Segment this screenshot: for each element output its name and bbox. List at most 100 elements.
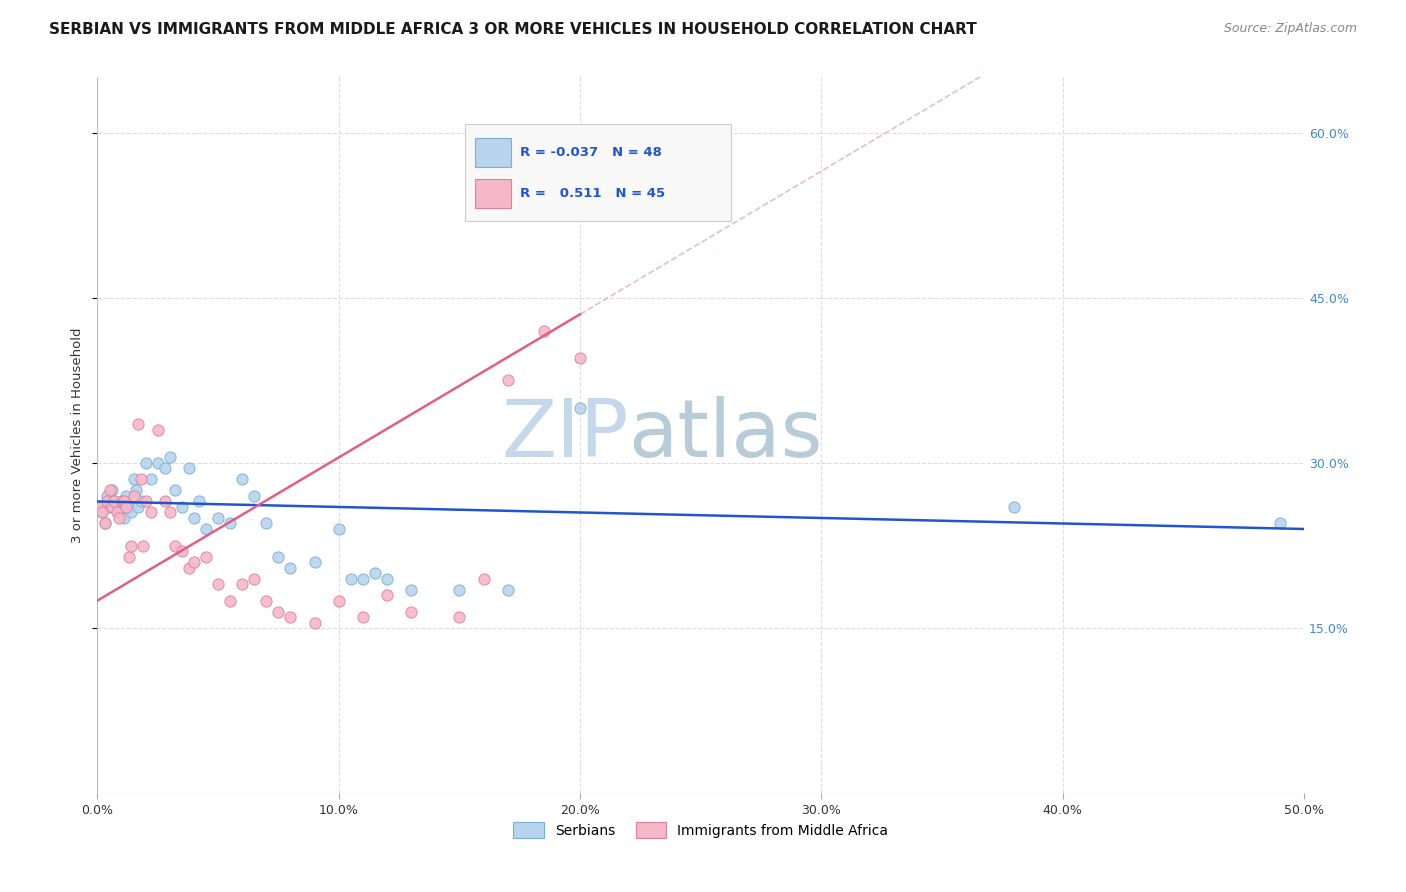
Text: atlas: atlas — [628, 396, 823, 475]
Point — [98, 483, 121, 498]
Point — [115, 500, 138, 514]
Point — [163, 483, 186, 498]
Point — [91, 506, 114, 520]
Point — [89, 500, 111, 514]
Point — [110, 494, 132, 508]
Point — [207, 511, 229, 525]
Point — [105, 506, 128, 520]
Point — [183, 511, 205, 525]
Point — [129, 472, 152, 486]
Point — [153, 461, 176, 475]
Point — [170, 500, 193, 514]
Text: SERBIAN VS IMMIGRANTS FROM MIDDLE AFRICA 3 OR MORE VEHICLES IN HOUSEHOLD CORRELA: SERBIAN VS IMMIGRANTS FROM MIDDLE AFRICA… — [49, 22, 977, 37]
Point — [153, 494, 176, 508]
Point — [243, 572, 266, 586]
Y-axis label: 3 or more Vehicles in Household: 3 or more Vehicles in Household — [72, 327, 84, 543]
Point — [328, 522, 350, 536]
Point — [101, 500, 124, 514]
Point — [122, 472, 145, 486]
Point — [108, 506, 131, 520]
Point — [163, 539, 186, 553]
Point — [120, 506, 142, 520]
Point — [364, 566, 387, 580]
Point — [340, 572, 363, 586]
Point — [91, 506, 114, 520]
Point — [195, 549, 218, 564]
Point — [118, 549, 141, 564]
Text: Source: ZipAtlas.com: Source: ZipAtlas.com — [1223, 22, 1357, 36]
FancyBboxPatch shape — [475, 179, 512, 208]
Point — [146, 423, 169, 437]
Point — [375, 588, 398, 602]
Point — [533, 324, 555, 338]
Point — [170, 544, 193, 558]
Text: ZIP: ZIP — [501, 396, 628, 475]
Point — [304, 555, 326, 569]
Point — [187, 494, 209, 508]
Point — [105, 500, 128, 514]
Point — [219, 516, 242, 531]
Point — [139, 506, 162, 520]
Point — [135, 456, 157, 470]
Point — [103, 494, 125, 508]
Point — [449, 610, 471, 624]
Point — [93, 516, 115, 531]
Point — [1268, 516, 1291, 531]
Point — [449, 582, 471, 597]
Point — [129, 494, 152, 508]
Point — [280, 610, 302, 624]
Point — [112, 494, 135, 508]
Point — [127, 500, 149, 514]
Point — [496, 582, 519, 597]
Point — [120, 539, 142, 553]
Point — [115, 489, 138, 503]
Point — [280, 560, 302, 574]
Point — [231, 472, 253, 486]
Point — [1004, 500, 1026, 514]
FancyBboxPatch shape — [475, 138, 512, 167]
Point — [101, 483, 124, 498]
Point — [159, 506, 181, 520]
FancyBboxPatch shape — [465, 124, 731, 220]
Point — [328, 593, 350, 607]
Point — [112, 511, 135, 525]
Point — [159, 450, 181, 465]
Text: R =   0.511   N = 45: R = 0.511 N = 45 — [520, 187, 665, 200]
Point — [352, 610, 374, 624]
Point — [472, 572, 495, 586]
Point — [569, 351, 592, 366]
Point — [183, 555, 205, 569]
Point — [243, 489, 266, 503]
Point — [569, 401, 592, 415]
Point — [132, 539, 155, 553]
Point — [108, 511, 131, 525]
Point — [254, 593, 277, 607]
Point — [135, 494, 157, 508]
Text: R = -0.037   N = 48: R = -0.037 N = 48 — [520, 146, 662, 159]
Point — [231, 577, 253, 591]
Point — [127, 417, 149, 432]
Point — [125, 483, 148, 498]
Point — [122, 489, 145, 503]
Point — [96, 494, 118, 508]
Point — [352, 572, 374, 586]
Point — [179, 461, 201, 475]
Point — [399, 582, 422, 597]
Point — [118, 500, 141, 514]
Point — [146, 456, 169, 470]
Point — [254, 516, 277, 531]
Point — [304, 615, 326, 630]
Point — [496, 373, 519, 387]
Point — [179, 560, 201, 574]
Point — [207, 577, 229, 591]
Point — [93, 516, 115, 531]
Point — [98, 500, 121, 514]
Legend: Serbians, Immigrants from Middle Africa: Serbians, Immigrants from Middle Africa — [508, 816, 894, 844]
Point — [375, 572, 398, 586]
Point — [89, 500, 111, 514]
Point — [96, 489, 118, 503]
Point — [139, 472, 162, 486]
Point — [219, 593, 242, 607]
Point — [399, 605, 422, 619]
Point — [103, 494, 125, 508]
